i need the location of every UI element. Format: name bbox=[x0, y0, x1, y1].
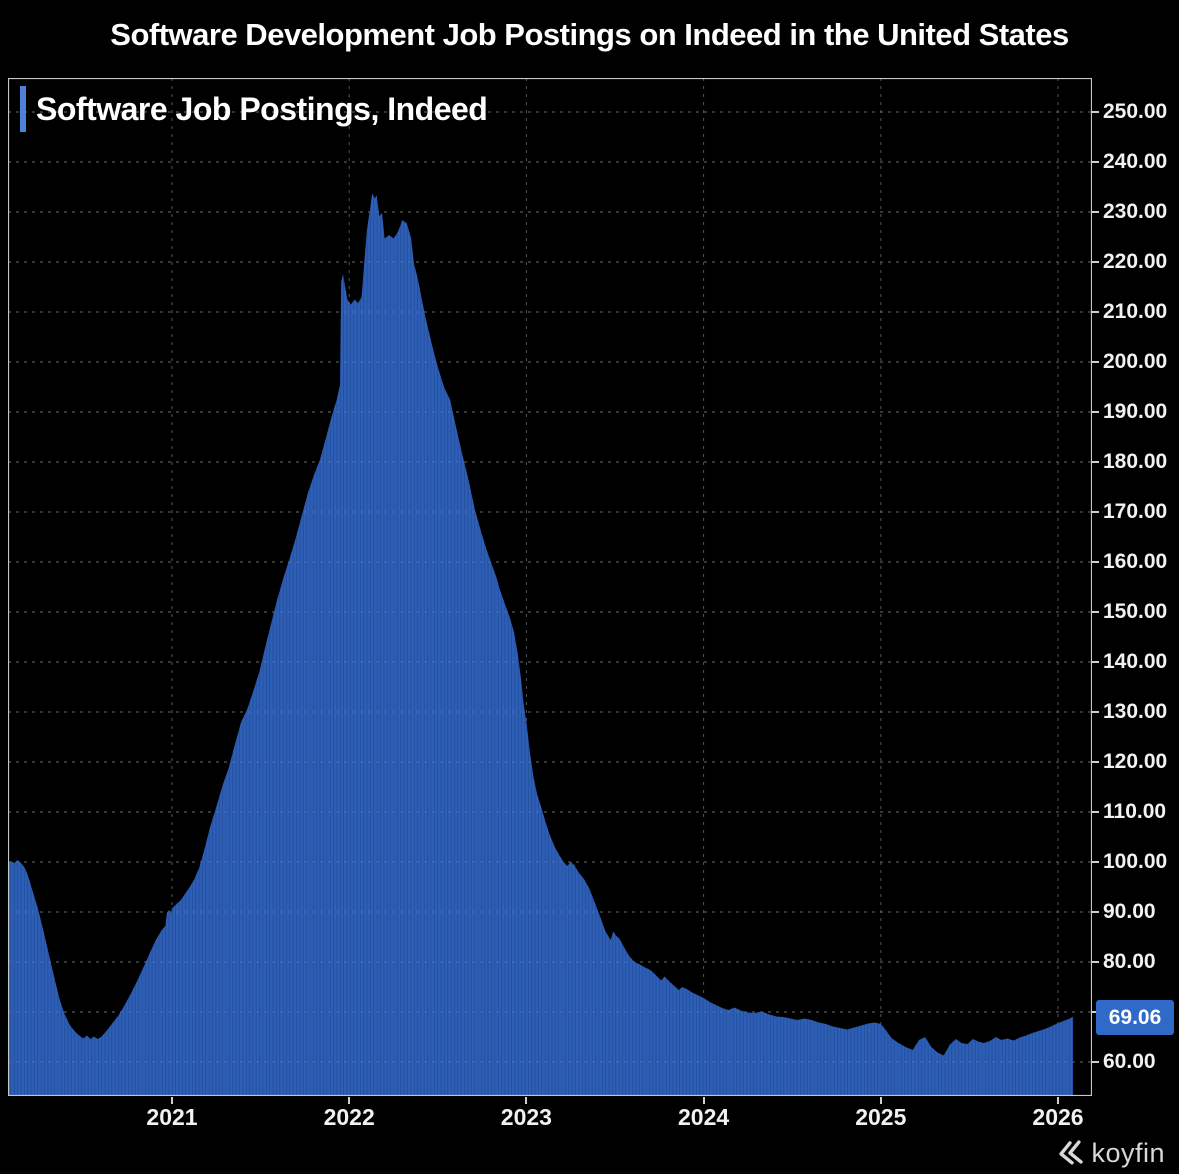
y-axis-label: 90.00 bbox=[1103, 900, 1156, 923]
y-axis-tick bbox=[1092, 311, 1099, 313]
x-axis-tick bbox=[1057, 1097, 1059, 1104]
y-axis-tick bbox=[1092, 461, 1099, 463]
y-axis-label: 80.00 bbox=[1103, 950, 1156, 973]
last-value-badge: 69.06 bbox=[1096, 1000, 1174, 1035]
x-axis-tick bbox=[171, 1097, 173, 1104]
brand-name: koyfin bbox=[1091, 1138, 1165, 1168]
y-axis-tick bbox=[1092, 661, 1099, 663]
y-axis-tick bbox=[1092, 861, 1099, 863]
y-axis-tick bbox=[1092, 111, 1099, 113]
y-axis-tick bbox=[1092, 411, 1099, 413]
x-axis-tick bbox=[348, 1097, 351, 1104]
y-axis-label: 250.00 bbox=[1103, 100, 1168, 123]
y-axis-tick bbox=[1092, 961, 1099, 963]
y-axis-label: 230.00 bbox=[1103, 200, 1168, 223]
legend-label: Software Job Postings, Indeed bbox=[36, 91, 488, 127]
series-color-bar bbox=[20, 86, 26, 132]
y-axis-tick bbox=[1092, 911, 1099, 913]
y-axis-label: 170.00 bbox=[1103, 500, 1168, 523]
y-axis-label: 240.00 bbox=[1103, 150, 1168, 173]
y-axis-label: 140.00 bbox=[1103, 650, 1168, 673]
y-axis-tick bbox=[1092, 511, 1099, 513]
brand-watermark: koyfin bbox=[1055, 1138, 1165, 1168]
y-axis-tick bbox=[1092, 761, 1099, 763]
y-axis-tick bbox=[1092, 561, 1099, 563]
y-axis-label: 200.00 bbox=[1103, 350, 1168, 373]
x-axis-label: 2023 bbox=[500, 1104, 552, 1130]
y-axis-label: 150.00 bbox=[1103, 600, 1168, 623]
plot-area[interactable] bbox=[7, 77, 1093, 1097]
y-axis-label: 100.00 bbox=[1103, 850, 1168, 873]
legend-item[interactable]: Software Job Postings, Indeed bbox=[20, 86, 488, 132]
y-axis-tick bbox=[1092, 361, 1099, 363]
y-axis-tick bbox=[1092, 161, 1099, 163]
x-axis-label: 2024 bbox=[678, 1104, 730, 1130]
y-axis-label: 190.00 bbox=[1103, 400, 1168, 423]
y-axis-tick bbox=[1092, 261, 1099, 263]
koyfin-logo-icon bbox=[1059, 1140, 1084, 1165]
x-axis-label: 2025 bbox=[855, 1104, 907, 1130]
y-axis-label: 210.00 bbox=[1103, 300, 1168, 323]
y-axis-label: 220.00 bbox=[1103, 250, 1168, 273]
y-axis-tick bbox=[1092, 211, 1099, 213]
x-axis-tick bbox=[879, 1097, 882, 1104]
x-axis-tick bbox=[525, 1097, 528, 1104]
y-axis-tick bbox=[1092, 711, 1099, 713]
x-axis-label: 2021 bbox=[146, 1104, 198, 1130]
y-axis-tick bbox=[1092, 611, 1099, 613]
y-axis-label: 180.00 bbox=[1103, 450, 1168, 473]
x-axis-label: 2026 bbox=[1032, 1104, 1084, 1130]
y-axis-tick bbox=[1092, 1061, 1099, 1063]
x-axis-label: 2022 bbox=[323, 1104, 375, 1130]
y-axis-label: 110.00 bbox=[1103, 800, 1167, 823]
page-title: Software Development Job Postings on Ind… bbox=[110, 17, 1069, 52]
y-axis-label: 160.00 bbox=[1103, 550, 1168, 573]
plot-frame-border bbox=[7, 77, 1093, 1097]
area-series-fill bbox=[8, 193, 1074, 1096]
x-axis-tick bbox=[702, 1097, 705, 1104]
y-axis-label: 130.00 bbox=[1103, 700, 1168, 723]
y-axis-label: 120.00 bbox=[1103, 750, 1168, 773]
y-axis-label: 60.00 bbox=[1103, 1050, 1156, 1073]
y-axis-tick bbox=[1092, 811, 1099, 813]
y-axis-tick bbox=[1092, 1011, 1099, 1013]
